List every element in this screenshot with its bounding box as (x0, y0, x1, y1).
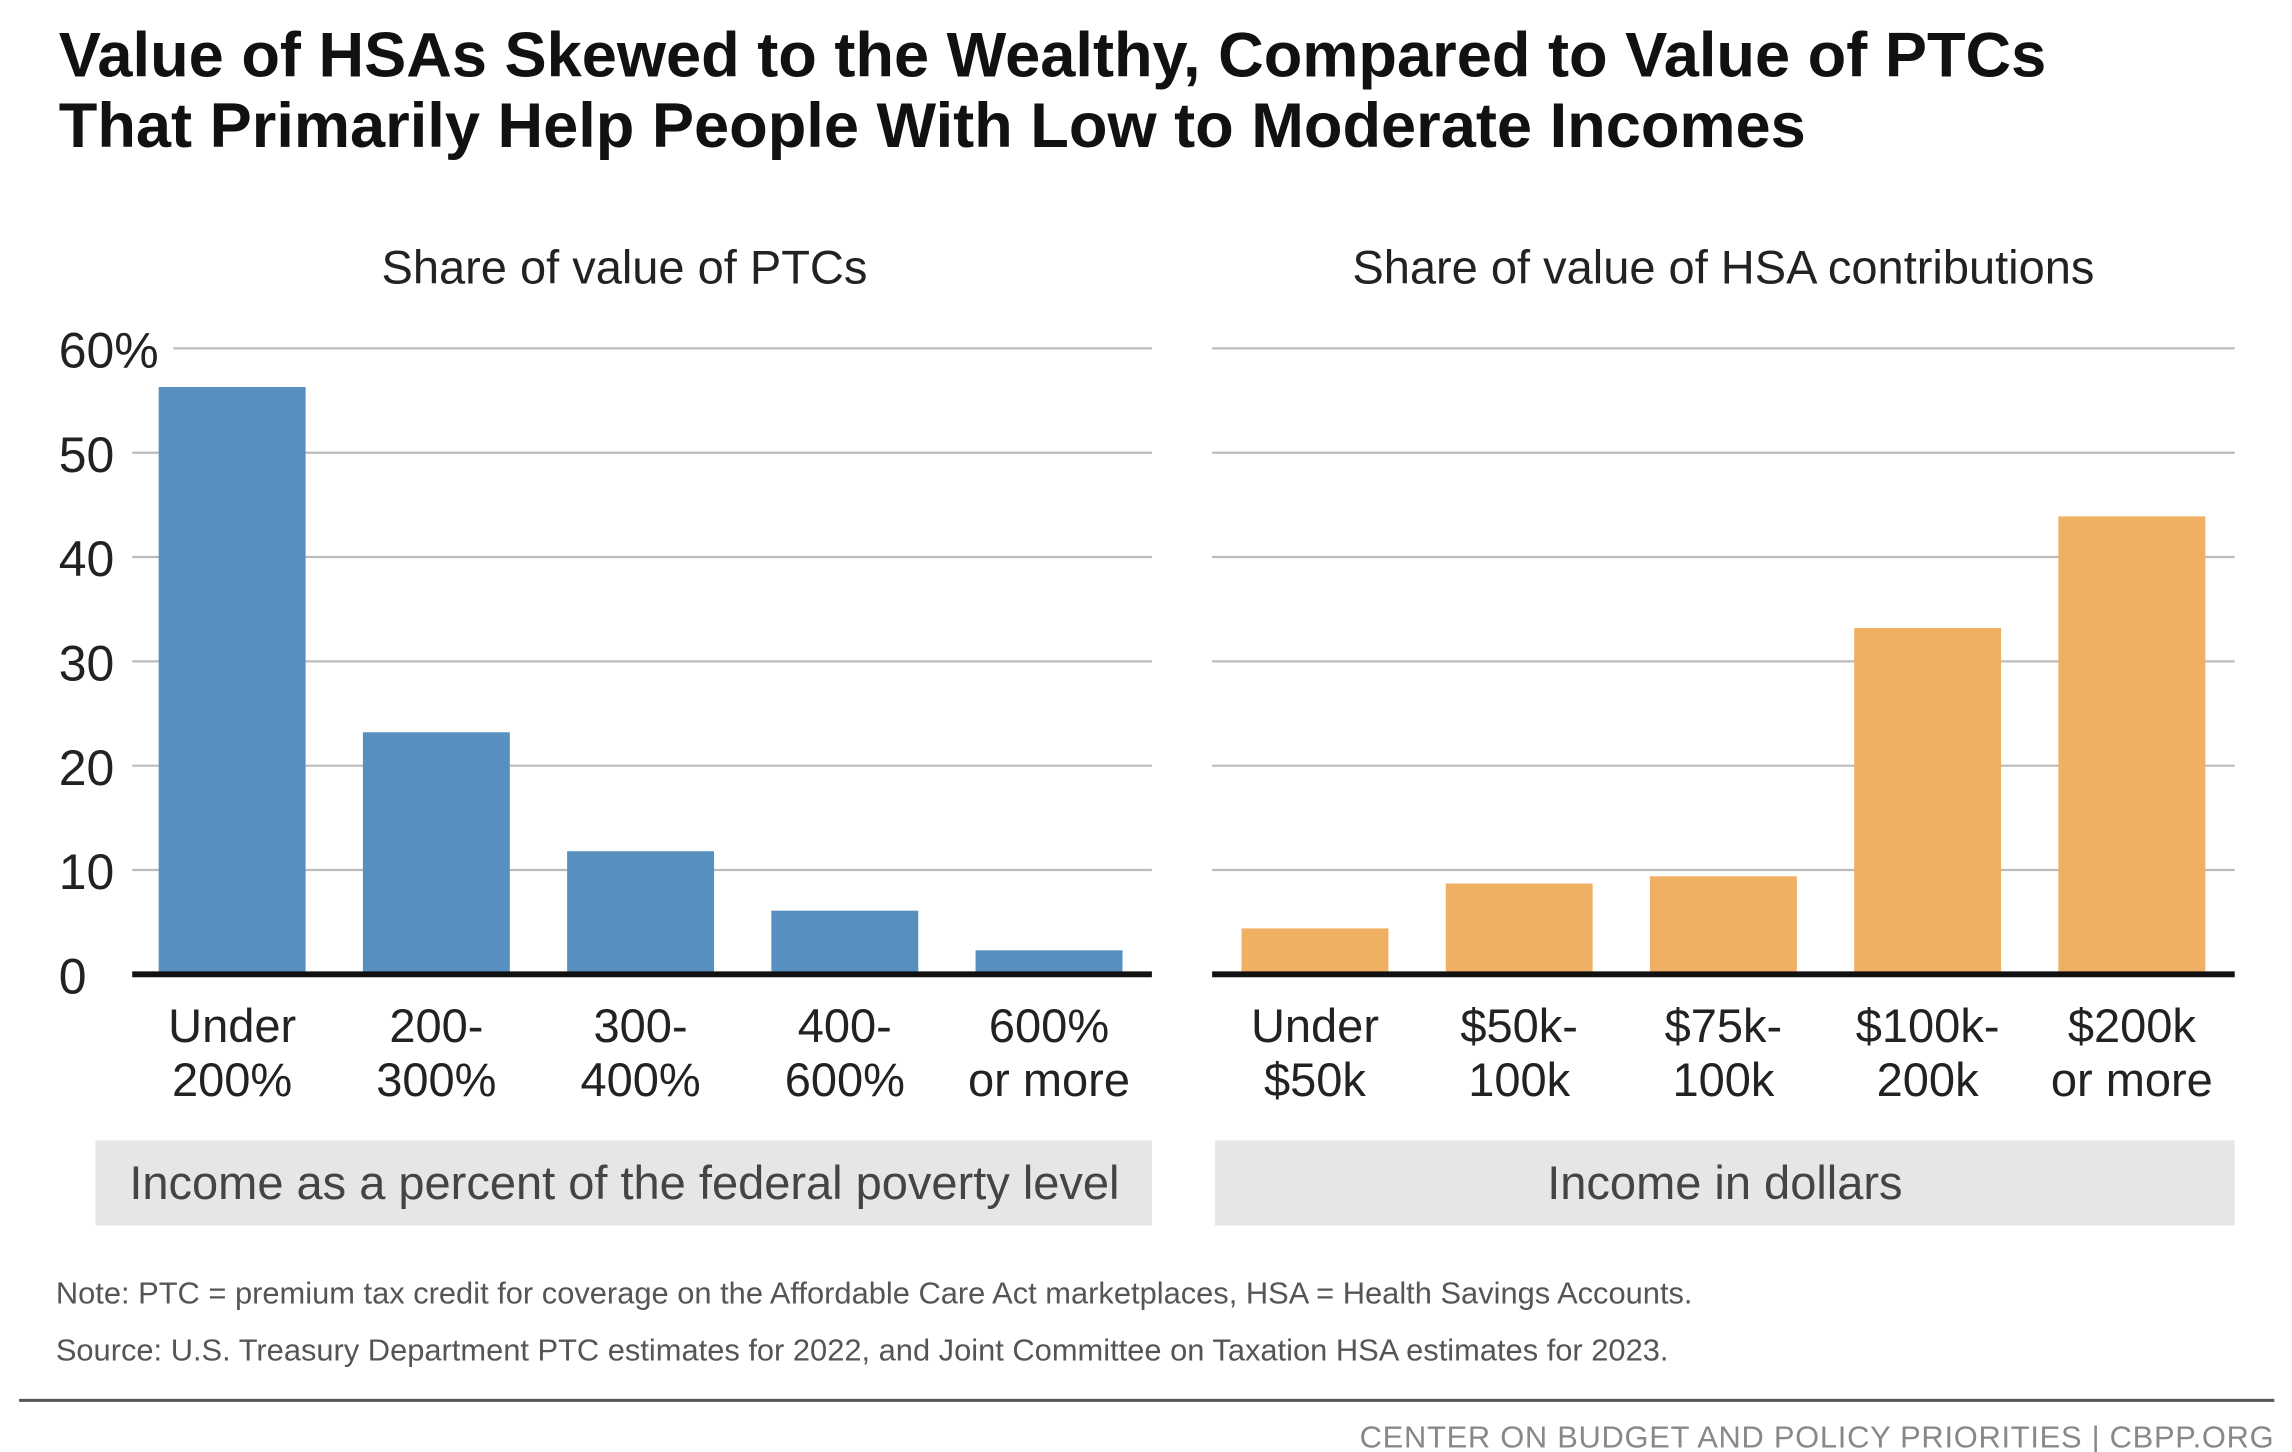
category-label: $50k- (1460, 999, 1578, 1052)
category-label: or more (2051, 1053, 2213, 1106)
category-label: 200% (172, 1053, 292, 1106)
note-text: Note: PTC = premium tax credit for cover… (56, 1275, 1693, 1310)
category-label: 300% (376, 1053, 496, 1106)
bar-hsa-4 (2058, 516, 2206, 975)
category-label: $100k- (1856, 999, 2000, 1052)
right-xlabel-band (1215, 1140, 2235, 1226)
bar-ptc-0 (158, 387, 306, 975)
category-label: 400% (580, 1053, 700, 1106)
y-tick-label: 40 (59, 531, 115, 587)
bar-ptc-1 (362, 732, 510, 975)
category-label: 600% (785, 1053, 905, 1106)
category-label: $200k (2068, 999, 2197, 1052)
y-tick-label: 30 (59, 635, 115, 691)
category-label: Under (168, 999, 296, 1052)
y-axis-ticks: 0 10 20 30 40 50 60% (59, 323, 159, 1005)
bar-hsa-2 (1649, 876, 1797, 975)
category-label: Under (1251, 999, 1379, 1052)
footer-text: CENTER ON BUDGET AND POLICY PRIORITIES |… (1360, 1419, 2275, 1452)
category-label: 600% (989, 999, 1109, 1052)
category-label: 300- (594, 999, 688, 1052)
category-label: 400- (798, 999, 892, 1052)
bar-hsa-1 (1445, 883, 1593, 975)
right-x-axis-label: Income in dollars (1547, 1156, 1902, 1209)
category-label: $50k (1264, 1053, 1366, 1106)
bar-hsa-0 (1241, 928, 1389, 975)
category-label: 100k (1672, 1053, 1774, 1106)
y-tick-label: 10 (59, 844, 115, 900)
bar-ptc-2 (567, 851, 715, 975)
left-x-axis-label: Income as a percent of the federal pover… (129, 1156, 1119, 1209)
category-label: or more (968, 1053, 1130, 1106)
bars (158, 387, 2206, 975)
category-labels: Under200%200-300%300-400%400-600%600%or … (168, 999, 2213, 1106)
bar-ptc-4 (975, 950, 1123, 975)
left-xlabel-band (95, 1140, 1152, 1226)
category-label: 100k (1468, 1053, 1570, 1106)
y-tick-label: 0 (59, 948, 87, 1004)
bar-ptc-3 (771, 910, 919, 975)
category-label: 200k (1877, 1053, 1979, 1106)
chart-title-line2: That Primarily Help People With Low to M… (59, 91, 1806, 161)
bar-hsa-3 (1854, 627, 2002, 975)
y-tick-label: 60% (59, 323, 159, 379)
category-label: 200- (389, 999, 483, 1052)
category-label: $75k- (1665, 999, 1783, 1052)
right-panel-title: Share of value of HSA contributions (1352, 241, 2094, 294)
y-tick-label: 20 (59, 740, 115, 796)
chart-title-line1: Value of HSAs Skewed to the Wealthy, Com… (59, 21, 2047, 91)
source-text: Source: U.S. Treasury Department PTC est… (56, 1333, 1669, 1368)
y-tick-label: 50 (59, 427, 115, 483)
left-panel-title: Share of value of PTCs (381, 241, 867, 294)
